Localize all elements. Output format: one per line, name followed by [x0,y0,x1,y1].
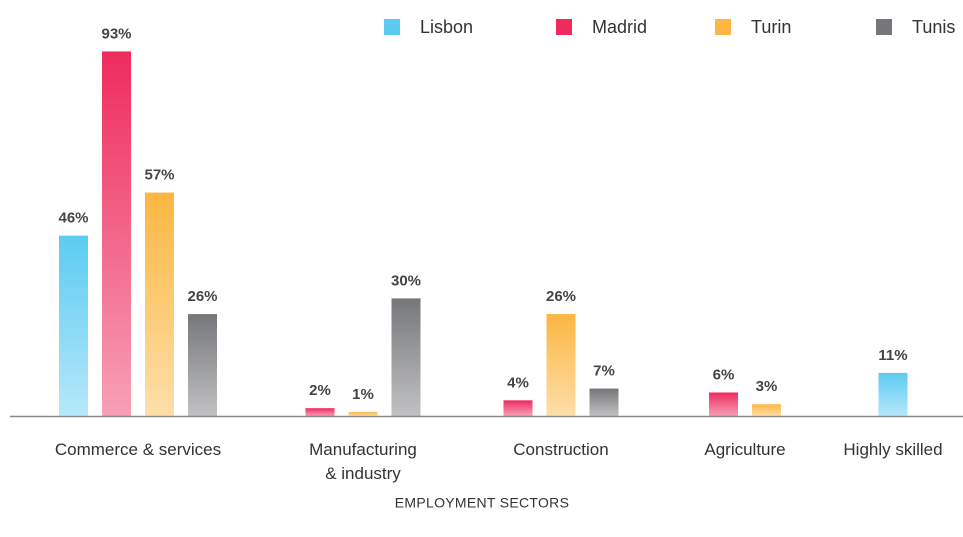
bar [188,314,217,416]
bar [391,298,421,416]
value-label: 11% [878,347,907,364]
x-tick-label: Construction [513,440,609,459]
bar [878,372,908,416]
bar [503,400,533,416]
value-label: 26% [546,288,576,305]
value-label: 30% [391,272,421,289]
value-label: 6% [713,366,735,383]
x-tick-label: Commerce & services [54,440,222,459]
bar [709,392,738,416]
x-tick-label: Highly skilled [843,440,943,459]
bar [546,314,576,416]
bar [59,235,88,416]
legend-swatch [556,19,572,35]
legend-swatch [876,19,892,35]
value-label: 2% [309,382,331,399]
value-label: 1% [352,386,374,403]
x-tick-label: Agriculture [704,440,786,459]
bar [102,51,131,416]
value-label: 93% [101,25,131,42]
bar [348,412,378,416]
legend-label: Madrid [592,17,647,37]
legend-label: Turin [751,17,791,37]
value-label: 57% [144,167,174,184]
bar [752,404,781,416]
value-label: 3% [756,378,778,395]
legend-label: Lisbon [420,17,473,37]
x-axis-title: EMPLOYMENT SECTORS [395,495,569,511]
bar [589,388,619,416]
legend-swatch [715,19,731,35]
x-tick-label: Manufacturing & industry [309,440,417,483]
bar [305,408,335,416]
value-label: 4% [507,374,529,391]
bar [145,192,174,416]
value-label: 7% [593,363,615,380]
legend-label: Tunis [912,17,955,37]
value-label: 46% [58,210,88,227]
value-label: 26% [187,288,217,305]
legend-swatch [384,19,400,35]
